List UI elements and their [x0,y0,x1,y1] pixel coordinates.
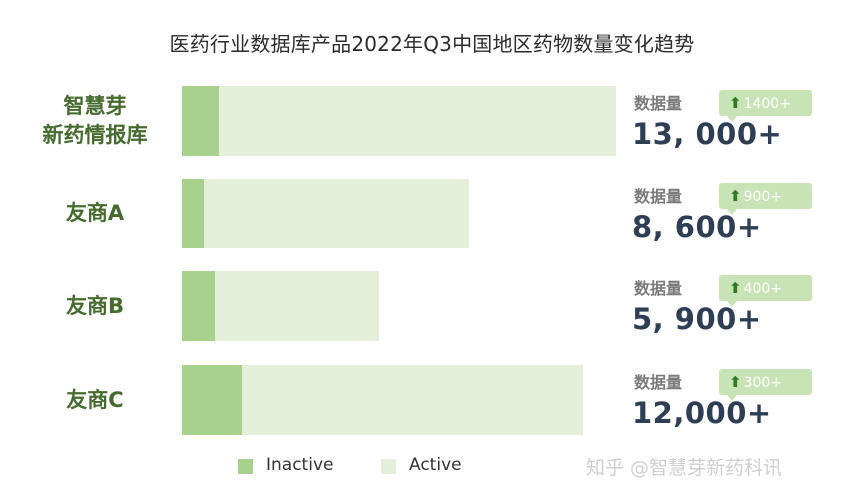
increase-value: 400+ [743,281,783,297]
increase-value: 1400+ [743,96,791,112]
bar-inactive [182,179,204,248]
data-volume-label: 数据量 [634,373,683,392]
bar-inactive [182,365,242,435]
legend-swatch-inactive [238,459,253,474]
category-label-line1: 友商B [65,293,124,318]
legend-swatch-active [381,459,396,474]
bar-active [182,86,616,156]
increase-badge: ⬆ 900+ [719,183,812,215]
up-arrow-icon: ⬆ [729,373,742,391]
up-arrow-icon: ⬆ [729,94,742,112]
total-value: 5, 900+ [632,302,762,336]
watermark: 知乎 @智慧芽新药科讯 [586,457,783,479]
total-value: 12,000+ [632,396,772,430]
total-value: 8, 600+ [632,210,762,244]
data-volume-label: 数据量 [634,94,683,113]
increase-badge: ⬆ 400+ [719,275,812,307]
legend: Inactive Active [0,455,864,479]
badge-tail [727,116,737,122]
category-label: 友商C [20,386,170,415]
category-label: 友商A [20,199,170,228]
category-label: 友商B [20,292,170,321]
bar-inactive [182,271,215,341]
badge-tail [727,209,737,215]
increase-value: 900+ [743,189,783,205]
increase-value: 300+ [743,375,783,391]
increase-badge: ⬆ 1400+ [719,90,812,122]
legend-label-inactive: Inactive [266,455,334,475]
category-label-line2: 新药情报库 [42,123,148,147]
bar-active [182,365,583,435]
chart-title: 医药行业数据库产品2022年Q3中国地区药物数量变化趋势 [169,32,695,56]
up-arrow-icon: ⬆ [729,279,742,297]
total-value: 13, 000+ [632,117,783,151]
data-volume-label: 数据量 [634,187,683,206]
data-volume-label: 数据量 [634,279,683,298]
badge-tail [727,301,737,307]
category-label-line1: 智慧芽 [63,94,127,118]
up-arrow-icon: ⬆ [729,187,742,205]
bar-active [182,179,469,248]
increase-badge: ⬆ 300+ [719,369,812,401]
legend-label-active: Active [409,455,462,475]
badge-tail [727,395,737,401]
category-label-line1: 友商A [65,201,125,225]
category-label: 智慧芽 新药情报库 [20,92,170,150]
category-label-line1: 友商C [66,387,124,412]
bar-inactive [182,86,219,156]
